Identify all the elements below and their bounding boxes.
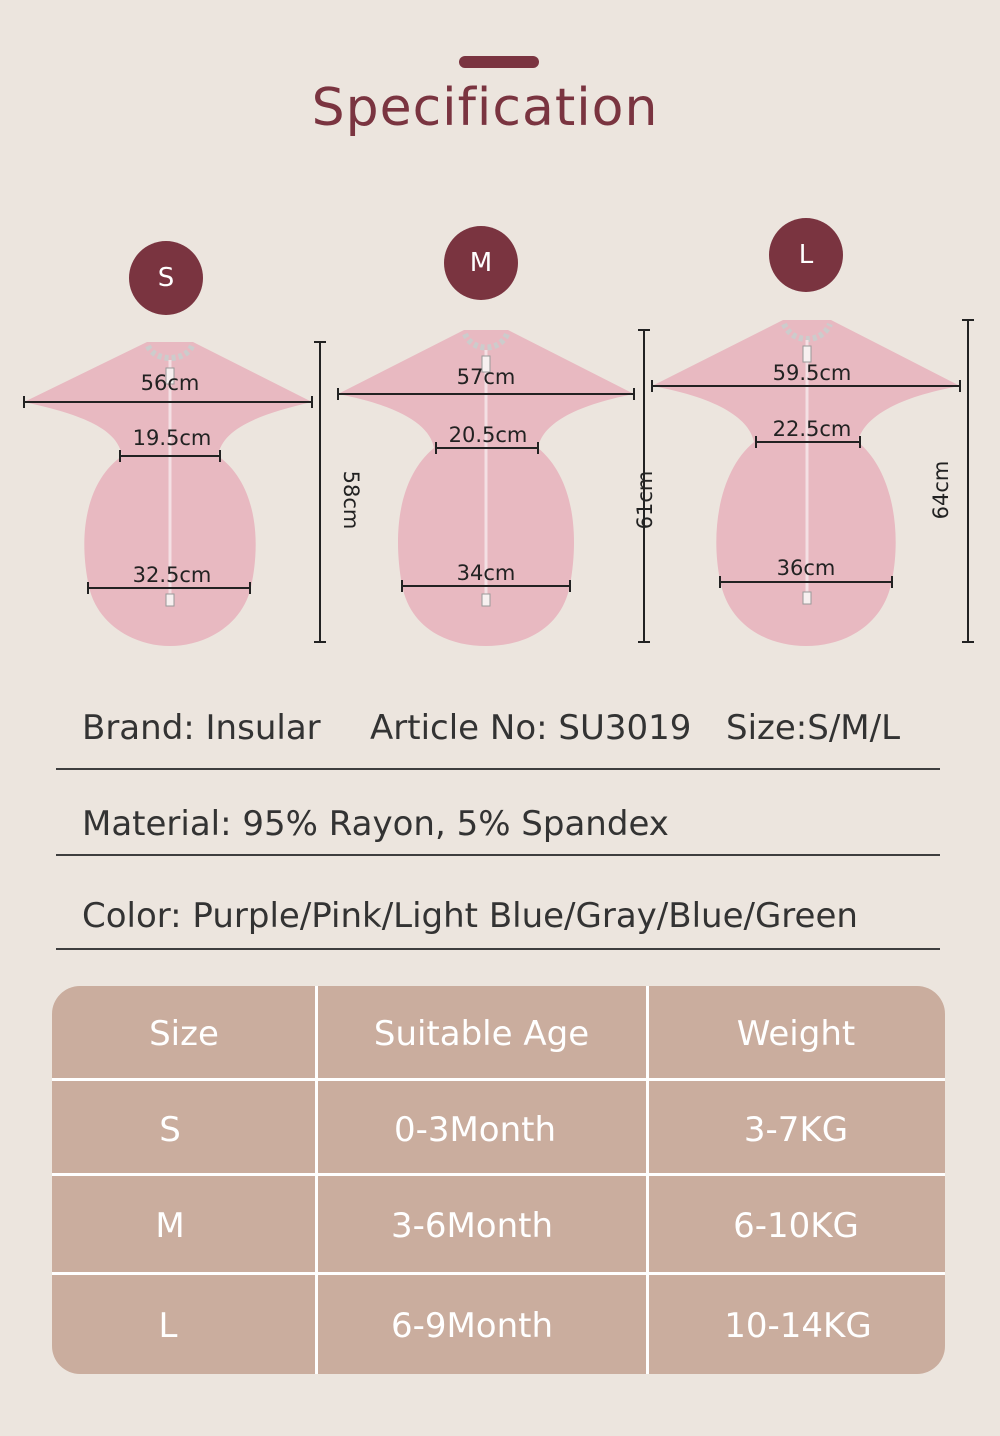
spec-row-brand: Brand: Insular Article No: SU3019 Size:S… xyxy=(56,708,940,770)
table-header-row: Size Suitable Age Weight xyxy=(52,986,945,1082)
table-divider xyxy=(646,986,649,1374)
cell-age: 0-3Month xyxy=(393,1110,557,1150)
cell-weight: 10-14KG xyxy=(724,1306,872,1346)
hem-label-m: 34cm xyxy=(457,561,516,585)
length-label-m: 61cm xyxy=(633,471,657,530)
garment-l: 59.5cm 22.5cm 36cm 64cm xyxy=(651,319,974,646)
waist-label-m: 20.5cm xyxy=(449,423,528,447)
cell-size: M xyxy=(155,1206,185,1246)
cell-weight: 3-7KG xyxy=(743,1110,849,1150)
hem-label-l: 36cm xyxy=(777,556,836,580)
size-text: Size:S/M/L xyxy=(726,708,901,748)
brand-text: Brand: Insular xyxy=(82,708,321,748)
chest-label-l: 59.5cm xyxy=(773,361,852,385)
header-size: Size xyxy=(149,1014,219,1054)
hem-label-s: 32.5cm xyxy=(133,563,212,587)
cell-age: 3-6Month xyxy=(390,1206,554,1246)
cell-age: 6-9Month xyxy=(390,1306,554,1346)
table-row: S 0-3Month 3-7KG xyxy=(52,1082,945,1178)
spec-row-material: Material: 95% Rayon, 5% Spandex xyxy=(56,804,940,856)
sleep-sack-size-diagram: 56cm 19.5cm 32.5cm 58cm 57cm 20.5cm 34cm… xyxy=(23,319,974,646)
garment-s: 56cm 19.5cm 32.5cm 58cm xyxy=(23,341,363,646)
spec-row-color: Color: Purple/Pink/Light Blue/Gray/Blue/… xyxy=(56,896,940,950)
table-row: M 3-6Month 6-10KG xyxy=(52,1178,945,1274)
garment-m: 57cm 20.5cm 34cm 61cm xyxy=(337,329,657,646)
waist-label-l: 22.5cm xyxy=(773,417,852,441)
material-text: Material: 95% Rayon, 5% Spandex xyxy=(82,804,669,844)
table-divider xyxy=(52,1078,945,1081)
chest-label-m: 57cm xyxy=(457,365,516,389)
waist-label-s: 19.5cm xyxy=(133,426,212,450)
size-badge-l: L xyxy=(769,218,843,292)
cell-weight: 6-10KG xyxy=(733,1206,859,1246)
cell-size: S xyxy=(159,1110,181,1150)
header-age: Suitable Age xyxy=(373,1014,590,1054)
size-table: Size Suitable Age Weight S 0-3Month 3-7K… xyxy=(52,986,945,1374)
table-divider xyxy=(315,986,318,1374)
length-label-s: 58cm xyxy=(339,471,363,530)
color-text: Color: Purple/Pink/Light Blue/Gray/Blue/… xyxy=(82,896,858,936)
table-divider xyxy=(52,1272,945,1275)
title-accent-bar xyxy=(459,56,539,68)
article-text: Article No: SU3019 xyxy=(370,708,692,748)
length-label-l: 64cm xyxy=(929,461,953,520)
table-row: L 6-9Month 10-14KG xyxy=(52,1278,945,1374)
size-badge-s: S xyxy=(129,241,203,315)
size-badge-m: M xyxy=(444,226,518,300)
page-title: Specification xyxy=(311,78,659,138)
table-divider xyxy=(52,1173,945,1176)
header-weight: Weight xyxy=(736,1014,856,1054)
chest-label-s: 56cm xyxy=(141,371,200,395)
cell-size: L xyxy=(158,1306,178,1346)
